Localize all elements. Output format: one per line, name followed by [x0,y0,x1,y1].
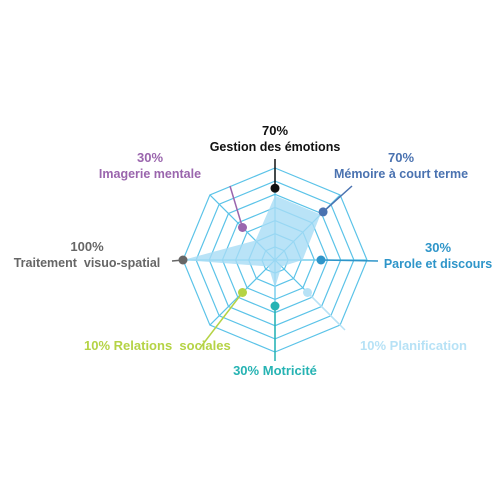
percent-label: 30% [233,363,260,378]
axis-name: Motricité [262,363,317,378]
leader-line [199,292,244,349]
axis-label-memoire-court-terme: 70% Mémoire à court terme [326,149,476,183]
axis-marker-dot [316,255,326,265]
data-area [183,195,321,288]
leader-line [229,185,244,228]
axis-marker-dot [270,183,280,193]
percent-label: 30% [424,240,452,255]
axis-label-motricite: 30% Motricité [210,362,340,379]
axis-name: Relations sociales [113,338,231,353]
axis-marker-dot [318,207,328,217]
leader-line [320,259,379,262]
axis-label-gestion-emotions: 70% Gestion des émotions [200,122,350,156]
leader-line [322,185,353,213]
percent-label: 10% [84,338,111,353]
axis-name: Mémoire à court terme [333,167,469,181]
axis-label-text: 30% Motricité [210,362,340,379]
axis-marker-dot [238,288,247,297]
axis-label-parole-discours: 30% Parole et discours [378,239,498,273]
axis-marker-dot [303,288,312,297]
axis-name: Imagerie mentale [98,167,202,181]
percent-label: 30% [136,150,164,165]
axis-label-text: 10% Planification [360,337,490,354]
percent-label: 70% [261,123,289,138]
axis-name: Gestion des émotions [209,140,341,154]
leader-line [306,291,346,331]
axis-marker-dot [178,255,188,265]
percent-label: 10% [360,338,387,353]
axis-marker-dot [238,223,247,232]
axis-label-text: 10% Relations sociales [84,337,244,354]
axis-name: Planification [389,338,467,353]
axis-name: Traitement visuo-spatial [13,256,161,270]
percent-label: 70% [387,150,415,165]
percent-label: 100% [70,239,104,254]
axis-label-traitement-visuo-spatial: 100% Traitement visuo-spatial [2,238,172,272]
axis-label-relations-sociales: 10% Relations sociales [84,337,244,354]
axis-marker-dot [270,301,280,311]
axis-label-planification: 10% Planification [360,337,490,354]
axis-label-imagerie-mentale: 30% Imagerie mentale [85,149,215,183]
axis-name: Parole et discours [383,257,493,271]
